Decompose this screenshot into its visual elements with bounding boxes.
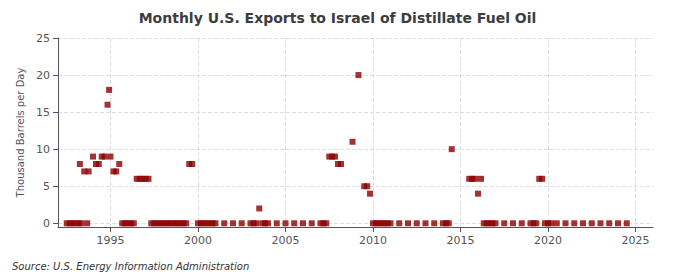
svg-text:2000: 2000	[184, 234, 212, 247]
svg-text:0: 0	[43, 217, 50, 230]
svg-text:20: 20	[36, 69, 50, 82]
svg-text:25: 25	[36, 32, 50, 45]
svg-text:2015: 2015	[447, 234, 475, 247]
svg-text:Monthly U.S. Exports to Israel: Monthly U.S. Exports to Israel of Distil…	[139, 10, 537, 26]
svg-text:Thousand Barrels per Day: Thousand Barrels per Day	[15, 68, 26, 199]
svg-text:Source: U.S. Energy Informatio: Source: U.S. Energy Information Administ…	[12, 261, 249, 272]
svg-text:5: 5	[43, 180, 50, 193]
svg-text:2010: 2010	[359, 234, 387, 247]
svg-text:2025: 2025	[622, 234, 650, 247]
svg-text:15: 15	[36, 106, 50, 119]
svg-text:2005: 2005	[272, 234, 300, 247]
svg-text:2020: 2020	[534, 234, 562, 247]
svg-text:10: 10	[36, 143, 50, 156]
svg-text:1995: 1995	[97, 234, 125, 247]
